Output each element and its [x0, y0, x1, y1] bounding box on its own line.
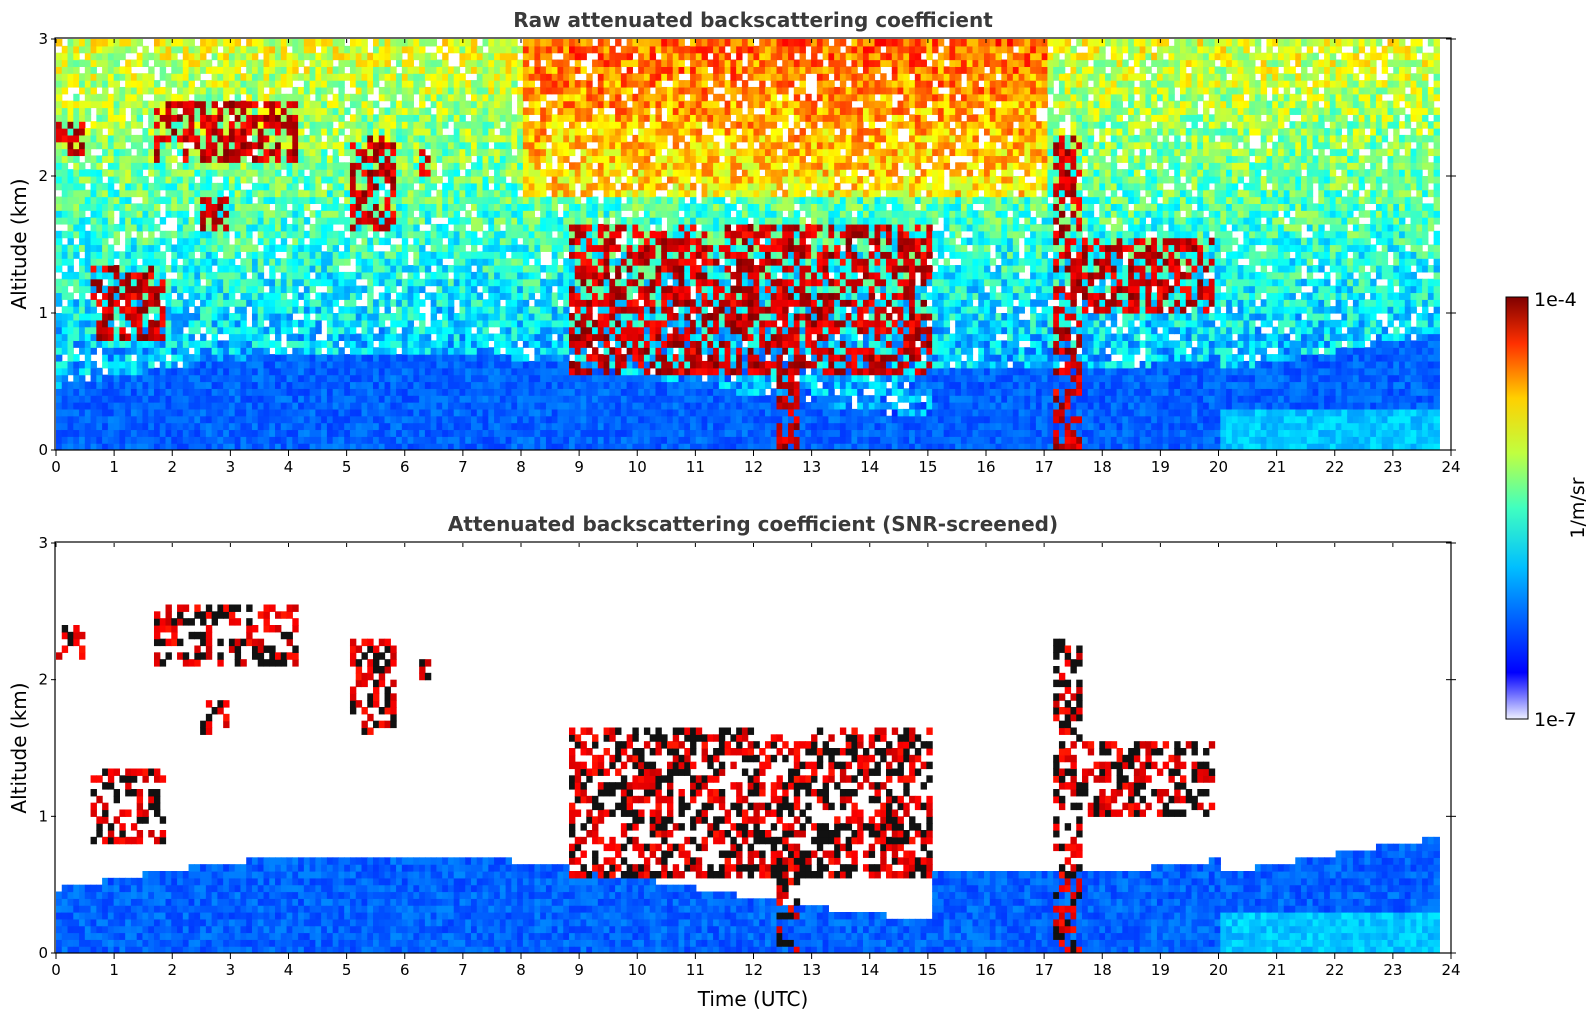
colorbar-gradient [1505, 296, 1529, 720]
x-tick-label: 1 [109, 458, 119, 476]
x-tick-label: 20 [1209, 458, 1228, 476]
y-tick-label: 3 [38, 30, 48, 48]
y-tick-label: 2 [38, 671, 48, 689]
x-tick-label: 9 [574, 458, 584, 476]
x-tick-label: 11 [686, 458, 705, 476]
x-tick-label: 4 [284, 961, 294, 979]
x-tick-label: 11 [686, 961, 705, 979]
x-tick-label: 6 [400, 961, 410, 979]
y-tick-label: 1 [38, 304, 48, 322]
x-tick-label: 5 [342, 458, 352, 476]
x-tick-label: 1 [109, 961, 119, 979]
x-tick-label: 4 [284, 458, 294, 476]
x-tick-label: 13 [802, 961, 821, 979]
x-tick-label: 3 [226, 458, 236, 476]
x-tick-label: 10 [628, 458, 647, 476]
x-tick-label: 3 [226, 961, 236, 979]
x-tick-label: 21 [1267, 458, 1286, 476]
plot-area-raw [56, 39, 1451, 450]
x-tick-label: 24 [1441, 961, 1460, 979]
panel-screened-title: Attenuated backscattering coefficient (S… [448, 512, 1058, 536]
y-axis-label-raw: Altitude (km) [7, 178, 31, 309]
x-tick-label: 18 [1093, 458, 1112, 476]
x-tick-label: 10 [628, 961, 647, 979]
y-tick-label: 0 [38, 441, 48, 459]
x-tick-label: 12 [744, 961, 763, 979]
x-tick-label: 17 [1035, 961, 1054, 979]
y-tick-label: 2 [38, 167, 48, 185]
x-tick-label: 7 [458, 961, 468, 979]
x-tick-label: 19 [1151, 961, 1170, 979]
x-tick-label: 0 [51, 458, 61, 476]
x-tick-label: 16 [976, 458, 995, 476]
x-tick-label: 16 [976, 961, 995, 979]
x-tick-label: 0 [51, 961, 61, 979]
x-tick-label: 5 [342, 961, 352, 979]
y-axis-screened: 0 1 2 3 [38, 534, 1456, 962]
colorbar: 1e-4 1e-7 1/m/sr [1505, 289, 1589, 731]
x-tick-label: 17 [1035, 458, 1054, 476]
x-tick-label: 23 [1383, 961, 1402, 979]
panel-screened: Attenuated backscattering coefficient (S… [7, 512, 1461, 1011]
colorbar-min-label: 1e-7 [1534, 709, 1577, 731]
x-tick-label: 21 [1267, 961, 1286, 979]
panel-raw: Raw attenuated backscattering coefficien… [7, 8, 1461, 476]
y-axis-raw: 0 1 2 3 [38, 30, 1456, 459]
x-tick-label: 8 [516, 961, 526, 979]
x-tick-label: 15 [918, 961, 937, 979]
x-axis-label: Time (UTC) [697, 987, 809, 1011]
x-tick-label: 19 [1151, 458, 1170, 476]
x-tick-label: 23 [1383, 458, 1402, 476]
x-tick-label: 22 [1325, 961, 1344, 979]
x-tick-label: 13 [802, 458, 821, 476]
x-tick-label: 6 [400, 458, 410, 476]
x-tick-label: 14 [860, 961, 879, 979]
x-tick-label: 22 [1325, 458, 1344, 476]
colorbar-max-label: 1e-4 [1534, 289, 1577, 311]
x-tick-label: 2 [167, 458, 177, 476]
x-tick-label: 8 [516, 458, 526, 476]
y-tick-label: 1 [38, 807, 48, 825]
y-tick-label: 3 [38, 534, 48, 552]
y-tick-label: 0 [38, 944, 48, 962]
x-tick-label: 12 [744, 458, 763, 476]
x-tick-label: 24 [1441, 458, 1460, 476]
plot-area-screened [56, 543, 1451, 953]
colorbar-unit-label: 1/m/sr [1567, 477, 1589, 538]
x-axis-raw: 0 1 2 3 4 5 6 7 8 9 10 11 12 13 14 15 16 17 18 19 20 21 22 23 24 [51, 39, 1461, 476]
x-tick-label: 18 [1093, 961, 1112, 979]
x-tick-label: 14 [860, 458, 879, 476]
x-tick-label: 9 [574, 961, 584, 979]
y-axis-label-screened: Altitude (km) [7, 682, 31, 813]
panel-raw-title: Raw attenuated backscattering coefficien… [513, 8, 993, 32]
x-tick-label: 2 [167, 961, 177, 979]
x-tick-label: 7 [458, 458, 468, 476]
x-tick-label: 20 [1209, 961, 1228, 979]
x-axis-screened: 0 1 2 3 4 5 6 7 8 9 10 11 12 13 14 15 16 17 18 19 20 21 22 23 24 [51, 543, 1461, 979]
x-tick-label: 15 [918, 458, 937, 476]
